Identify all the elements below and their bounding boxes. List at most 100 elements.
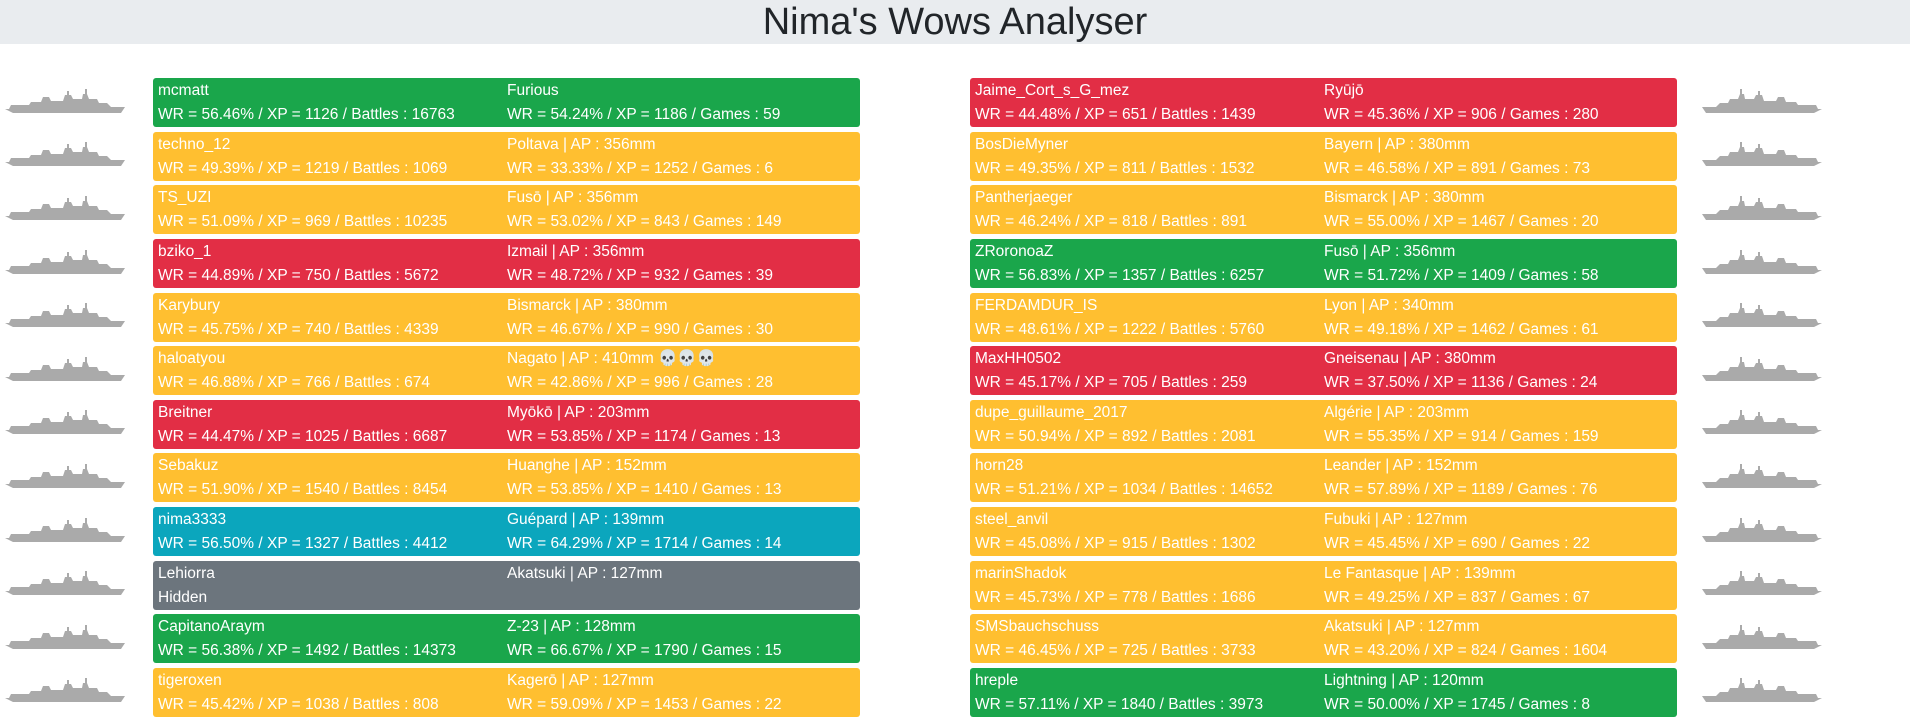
player-card: TS_UZI WR = 51.09% / XP = 969 / Battles :… <box>153 185 860 235</box>
player-info: techno_12 WR = 49.39% / XP = 1219 / Battl… <box>158 133 507 180</box>
ship-info: Leander | AP : 152mm WR = 57.89% / XP = 1… <box>1324 454 1672 501</box>
ship-silhouette-icon <box>1697 239 1827 289</box>
ship-name: Bismarck | AP : 380mm <box>507 296 668 314</box>
player-name: CapitanoAraym <box>158 618 265 636</box>
ship-stats: WR = 49.25% / XP = 837 / Games : 67 <box>1324 588 1590 606</box>
ship-silhouette-icon <box>1697 292 1827 342</box>
ship-info: Guépard | AP : 139mm WR = 64.29% / XP = 1… <box>507 508 855 555</box>
player-stats: WR = 44.89% / XP = 750 / Battles : 5672 <box>158 267 439 285</box>
ship-silhouette-icon <box>0 453 130 503</box>
player-stats: WR = 44.47% / XP = 1025 / Battles : 6687 <box>158 427 448 445</box>
player-row: MaxHH0502 WR = 45.17% / XP = 705 / Battle… <box>970 344 1827 398</box>
left-team-list: mcmatt WR = 56.46% / XP = 1126 / Battles … <box>0 76 860 719</box>
player-card: tigeroxen WR = 45.42% / XP = 1038 / Battl… <box>153 667 860 717</box>
player-stats: WR = 44.48% / XP = 651 / Battles : 1439 <box>975 106 1256 124</box>
ship-name: Fubuki | AP : 127mm <box>1324 511 1468 529</box>
player-card: hreple WR = 57.11% / XP = 1840 / Battles … <box>970 667 1677 717</box>
ship-info: Bayern | AP : 380mm WR = 46.58% / XP = 89… <box>1324 133 1672 180</box>
ship-info: Gneisenau | AP : 380mm WR = 37.50% / XP =… <box>1324 347 1672 394</box>
ship-info: Kagerō | AP : 127mm WR = 59.09% / XP = 14… <box>507 669 855 716</box>
player-info: Sebakuz WR = 51.90% / XP = 1540 / Battles… <box>158 454 507 501</box>
player-info: bziko_1 WR = 44.89% / XP = 750 / Battles … <box>158 240 507 287</box>
ship-stats: WR = 48.72% / XP = 932 / Games : 39 <box>507 267 773 285</box>
player-card: bziko_1 WR = 44.89% / XP = 750 / Battles … <box>153 239 860 289</box>
player-name: marinShadok <box>975 564 1067 582</box>
ship-stats: WR = 42.86% / XP = 996 / Games : 28 <box>507 374 773 392</box>
ship-stats: WR = 50.00% / XP = 1745 / Games : 8 <box>1324 695 1590 713</box>
player-stats: WR = 46.88% / XP = 766 / Battles : 674 <box>158 374 430 392</box>
ship-stats: WR = 53.85% / XP = 1410 / Games : 13 <box>507 481 782 499</box>
player-info: MaxHH0502 WR = 45.17% / XP = 705 / Battle… <box>975 347 1324 394</box>
player-stats: WR = 46.24% / XP = 818 / Battles : 891 <box>975 213 1247 231</box>
player-card: Jaime_Cort_s_G_mez WR = 44.48% / XP = 651… <box>970 78 1677 128</box>
player-stats: WR = 45.73% / XP = 778 / Battles : 1686 <box>975 588 1256 606</box>
player-stats: WR = 56.46% / XP = 1126 / Battles : 1676… <box>158 106 455 124</box>
ship-stats: WR = 55.35% / XP = 914 / Games : 159 <box>1324 427 1599 445</box>
player-row: mcmatt WR = 56.46% / XP = 1126 / Battles … <box>0 76 860 130</box>
player-name: bziko_1 <box>158 243 212 261</box>
ship-info: Z-23 | AP : 128mm WR = 66.67% / XP = 1790… <box>507 615 855 662</box>
player-card: techno_12 WR = 49.39% / XP = 1219 / Battl… <box>153 131 860 181</box>
ship-stats: WR = 33.33% / XP = 1252 / Games : 6 <box>507 159 773 177</box>
player-row: TS_UZI WR = 51.09% / XP = 969 / Battles :… <box>0 183 860 237</box>
player-stats: WR = 45.08% / XP = 915 / Battles : 1302 <box>975 535 1256 553</box>
player-card: horn28 WR = 51.21% / XP = 1034 / Battles … <box>970 453 1677 503</box>
ship-silhouette-icon <box>0 614 130 664</box>
ship-name: Fusō | AP : 356mm <box>507 189 639 207</box>
player-row: techno_12 WR = 49.39% / XP = 1219 / Battl… <box>0 130 860 184</box>
player-info: BosDieMyner WR = 49.35% / XP = 811 / Batt… <box>975 133 1324 180</box>
ship-silhouette-icon <box>0 399 130 449</box>
player-info: SMSbauchschuss WR = 46.45% / XP = 725 / B… <box>975 615 1324 662</box>
player-name: Jaime_Cort_s_G_mez <box>975 82 1130 100</box>
ship-silhouette-icon <box>1697 78 1827 128</box>
player-info: horn28 WR = 51.21% / XP = 1034 / Battles … <box>975 454 1324 501</box>
ship-name: Lightning | AP : 120mm <box>1324 671 1484 689</box>
page-title: Nima's Wows Analyser <box>762 0 1148 43</box>
player-info: hreple WR = 57.11% / XP = 1840 / Battles … <box>975 669 1324 716</box>
player-stats: WR = 51.09% / XP = 969 / Battles : 10235 <box>158 213 448 231</box>
ship-name: Izmail | AP : 356mm <box>507 243 645 261</box>
ship-silhouette-icon <box>1697 131 1827 181</box>
player-card: steel_anvil WR = 45.08% / XP = 915 / Batt… <box>970 507 1677 557</box>
ship-silhouette-icon <box>1697 346 1827 396</box>
player-card: haloatyou WR = 46.88% / XP = 766 / Battle… <box>153 346 860 396</box>
player-stats: WR = 45.75% / XP = 740 / Battles : 4339 <box>158 320 439 338</box>
ship-info: Fusō | AP : 356mm WR = 51.72% / XP = 1409… <box>1324 240 1672 287</box>
ship-stats: WR = 64.29% / XP = 1714 / Games : 14 <box>507 535 782 553</box>
ship-silhouette-icon <box>0 292 130 342</box>
player-row: Sebakuz WR = 51.90% / XP = 1540 / Battles… <box>0 451 860 505</box>
ship-info: Fusō | AP : 356mm WR = 53.02% / XP = 843 … <box>507 186 855 233</box>
player-info: FERDAMDUR_IS WR = 48.61% / XP = 1222 / Ba… <box>975 294 1324 341</box>
player-card: dupe_guillaume_2017 WR = 50.94% / XP = 89… <box>970 399 1677 449</box>
player-card: Sebakuz WR = 51.90% / XP = 1540 / Battles… <box>153 453 860 503</box>
ship-silhouette-icon <box>1697 399 1827 449</box>
player-info: Karybury WR = 45.75% / XP = 740 / Battles… <box>158 294 507 341</box>
ship-silhouette-icon <box>1697 185 1827 235</box>
ship-stats: WR = 66.67% / XP = 1790 / Games : 15 <box>507 642 782 660</box>
ship-silhouette-icon <box>0 560 130 610</box>
ship-name: Akatsuki | AP : 127mm <box>507 564 663 582</box>
player-name: Breitner <box>158 403 213 421</box>
ship-stats: WR = 53.85% / XP = 1174 / Games : 13 <box>507 427 781 445</box>
ship-silhouette-icon <box>0 131 130 181</box>
player-info: Jaime_Cort_s_G_mez WR = 44.48% / XP = 651… <box>975 79 1324 126</box>
ship-name: Guépard | AP : 139mm <box>507 511 665 529</box>
ship-info: Poltava | AP : 356mm WR = 33.33% / XP = 1… <box>507 133 855 180</box>
player-stats: WR = 51.21% / XP = 1034 / Battles : 1465… <box>975 481 1273 499</box>
player-stats: WR = 56.50% / XP = 1327 / Battles : 4412 <box>158 535 448 553</box>
player-card: MaxHH0502 WR = 45.17% / XP = 705 / Battle… <box>970 346 1677 396</box>
ship-name: Akatsuki | AP : 127mm <box>1324 618 1480 636</box>
player-row: bziko_1 WR = 44.89% / XP = 750 / Battles … <box>0 237 860 291</box>
page-header: Nima's Wows Analyser <box>0 0 1910 44</box>
player-card: BosDieMyner WR = 49.35% / XP = 811 / Batt… <box>970 131 1677 181</box>
player-row: tigeroxen WR = 45.42% / XP = 1038 / Battl… <box>0 666 860 720</box>
player-row: dupe_guillaume_2017 WR = 50.94% / XP = 89… <box>970 398 1827 452</box>
player-card: Pantherjaeger WR = 46.24% / XP = 818 / Ba… <box>970 185 1677 235</box>
ship-stats: WR = 43.20% / XP = 824 / Games : 1604 <box>1324 642 1608 660</box>
player-name: nima3333 <box>158 511 227 529</box>
ship-silhouette-icon <box>0 239 130 289</box>
player-info: Breitner WR = 44.47% / XP = 1025 / Battle… <box>158 401 507 448</box>
player-info: steel_anvil WR = 45.08% / XP = 915 / Batt… <box>975 508 1324 555</box>
ship-stats: WR = 45.36% / XP = 906 / Games : 280 <box>1324 106 1599 124</box>
player-stats: WR = 56.38% / XP = 1492 / Battles : 1437… <box>158 642 456 660</box>
